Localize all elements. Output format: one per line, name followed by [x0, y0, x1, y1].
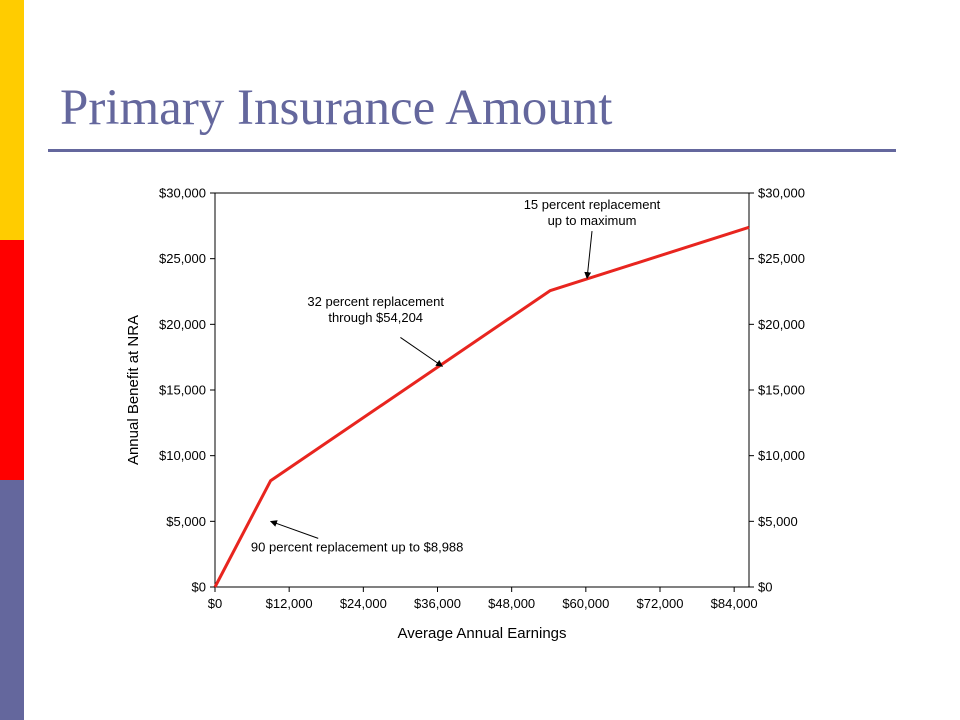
x-tick-label: $72,000: [637, 596, 684, 611]
y-tick-label-left: $0: [192, 580, 206, 595]
y-tick-label-right: $10,000: [758, 448, 805, 463]
annotation-text: 32 percent replacement: [307, 294, 444, 309]
title-rule: [48, 149, 896, 152]
accent-red: [0, 240, 24, 480]
series-line: [213, 225, 750, 588]
y-tick-label-right: $25,000: [758, 251, 805, 266]
annotation-text: through $54,204: [328, 310, 423, 325]
y-tick-label-left: $25,000: [159, 251, 206, 266]
y-axis-title: Annual Benefit at NRA: [125, 315, 142, 465]
annotation-text: 15 percent replacement: [524, 197, 661, 212]
annotation-text: 90 percent replacement up to $8,988: [251, 540, 463, 555]
accent-blue: [0, 480, 24, 720]
x-tick-label: $84,000: [711, 596, 758, 611]
accent-yellow: [0, 0, 24, 240]
y-tick-label-left: $10,000: [159, 448, 206, 463]
x-tick-label: $24,000: [340, 596, 387, 611]
annotation-arrow: [584, 231, 593, 280]
annotation-text: up to maximum: [548, 213, 637, 228]
accent-bar: [0, 0, 24, 720]
x-tick-label: $36,000: [414, 596, 461, 611]
y-tick-label-right: $15,000: [758, 383, 805, 398]
y-tick-label-left: $30,000: [159, 186, 206, 201]
x-tick-label: $12,000: [266, 596, 313, 611]
x-tick-label: $60,000: [562, 596, 609, 611]
x-tick-label: $48,000: [488, 596, 535, 611]
x-axis-title: Average Annual Earnings: [397, 625, 566, 642]
y-tick-label-left: $20,000: [159, 317, 206, 332]
y-tick-label-right: $30,000: [758, 186, 805, 201]
y-tick-label-left: $5,000: [166, 514, 206, 529]
slide-title: Primary Insurance Amount: [60, 80, 613, 136]
y-tick-label-left: $15,000: [159, 383, 206, 398]
y-tick-label-right: $5,000: [758, 514, 798, 529]
y-tick-label-right: $0: [758, 580, 772, 595]
annotation-arrow: [400, 337, 444, 367]
annotation-arrow: [269, 520, 319, 539]
x-tick-label: $0: [208, 596, 222, 611]
y-tick-label-right: $20,000: [758, 317, 805, 332]
